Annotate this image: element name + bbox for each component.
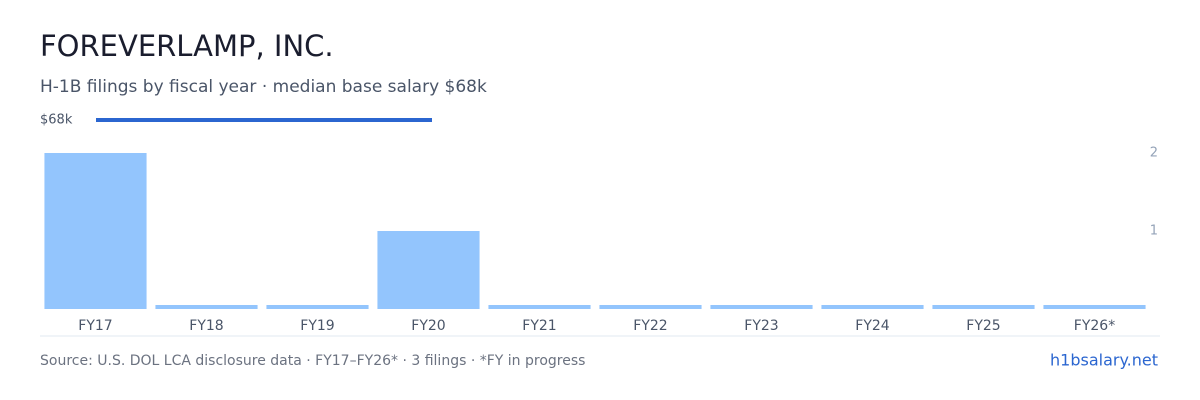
bar <box>821 305 924 309</box>
bar <box>266 305 369 309</box>
x-tick-label: FY18 <box>189 318 223 334</box>
y-tick-label: 2 <box>1150 146 1158 161</box>
y-tick-label: 1 <box>1150 224 1158 239</box>
bar <box>932 305 1035 309</box>
chart-title: FOREVERLAMP, INC. <box>40 29 334 63</box>
bar <box>377 231 480 309</box>
bar <box>599 305 702 309</box>
source-note: Source: U.S. DOL LCA disclosure data · F… <box>40 353 585 369</box>
x-tick-label: FY25 <box>966 318 1000 334</box>
x-tick-label: FY26* <box>1074 318 1115 334</box>
bar <box>488 305 591 309</box>
x-tick-label: FY19 <box>300 318 334 334</box>
x-tick-label: FY23 <box>744 318 778 334</box>
salary-label: $68k <box>40 113 73 128</box>
bar <box>710 305 813 309</box>
x-tick-label: FY20 <box>411 318 445 334</box>
chart-subtitle: H-1B filings by fiscal year · median bas… <box>40 77 487 97</box>
x-tick-label: FY17 <box>78 318 112 334</box>
bar <box>44 153 147 309</box>
bar <box>155 305 258 309</box>
x-tick-label: FY22 <box>633 318 667 334</box>
x-tick-label: FY24 <box>855 318 890 334</box>
site-link[interactable]: h1bsalary.net <box>1050 351 1158 370</box>
x-tick-label: FY21 <box>522 318 556 334</box>
bar <box>1043 305 1146 309</box>
